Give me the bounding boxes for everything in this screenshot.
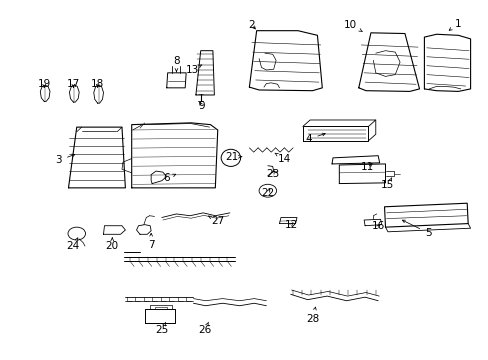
Text: 18: 18 [91,79,104,89]
Text: 7: 7 [147,233,154,250]
Text: 11: 11 [360,162,373,172]
Text: 21: 21 [225,152,241,162]
Text: 19: 19 [38,79,51,89]
Text: 26: 26 [198,322,211,335]
Text: 28: 28 [305,307,319,324]
Text: 9: 9 [198,101,204,111]
Text: 23: 23 [265,168,279,179]
Text: 22: 22 [261,188,274,198]
Text: 24: 24 [66,238,80,251]
Text: 2: 2 [248,19,255,30]
Text: 12: 12 [284,220,297,230]
Text: 27: 27 [208,216,224,226]
Text: 8: 8 [173,57,180,72]
Text: 17: 17 [66,79,80,89]
Text: 20: 20 [105,238,119,251]
Text: 16: 16 [371,221,384,231]
Text: 3: 3 [55,154,75,165]
Text: 15: 15 [381,177,394,190]
Text: 10: 10 [343,19,362,32]
Text: 25: 25 [155,322,168,335]
Text: 13: 13 [185,65,202,75]
Text: 14: 14 [274,153,290,164]
Text: 6: 6 [163,173,175,183]
Text: 4: 4 [305,133,325,144]
Text: 1: 1 [448,18,461,30]
Text: 5: 5 [402,220,431,238]
